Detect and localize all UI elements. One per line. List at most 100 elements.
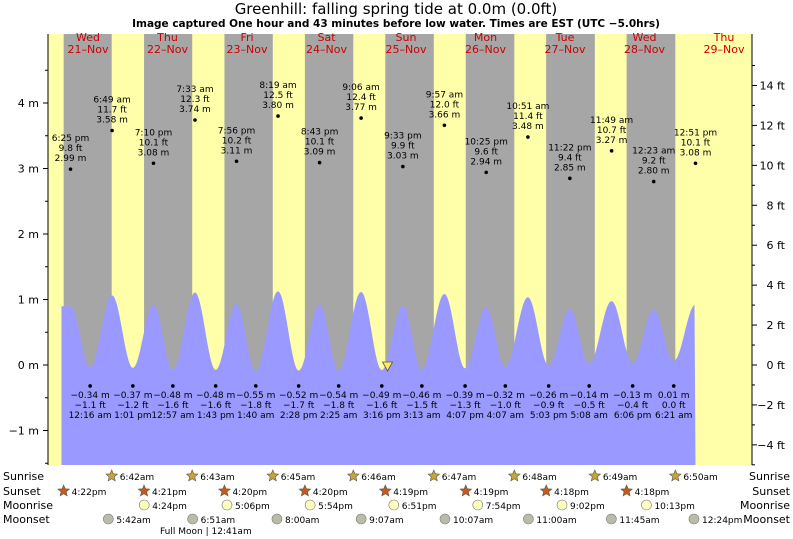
low-tide-point <box>296 384 301 388</box>
day-date: 26–Nov <box>465 43 506 56</box>
sunset-time: 4:19pm <box>474 488 509 498</box>
day-date: 24–Nov <box>306 43 347 56</box>
low-tide-m: −0.49 m <box>362 391 401 401</box>
high-tide-ft: 10.1 ft <box>681 138 711 148</box>
right-axis-tick-label: 14 ft <box>760 79 786 92</box>
sunrise-time: 6:47am <box>442 473 477 483</box>
moonrise-time: 6:51pm <box>402 502 437 512</box>
sunrise-icon <box>346 469 360 482</box>
low-tide-point <box>587 384 591 388</box>
sunrise-icon <box>427 469 441 482</box>
moonset-row-label: Moonset <box>3 513 50 526</box>
low-tide-ft: −1.7 ft <box>283 401 315 411</box>
low-tide-point <box>671 384 676 388</box>
left-axis-tick-label: −1 m <box>9 425 39 438</box>
low-tide-m: −0.55 m <box>236 391 275 401</box>
sunset-time: 4:19pm <box>393 488 428 498</box>
high-tide-m: 3.58 m <box>96 116 128 126</box>
moonset-icon <box>187 513 198 525</box>
high-tide-time: 10:51 am <box>506 102 549 112</box>
sunrise-time: 6:48am <box>522 473 557 483</box>
low-tide-m: −0.13 m <box>613 391 652 401</box>
sunrise-icon <box>668 469 682 482</box>
low-tide-point <box>336 384 341 388</box>
low-tide-point <box>88 384 92 388</box>
high-tide-ft: 10.1 ft <box>139 138 169 148</box>
high-tide-point <box>568 176 572 181</box>
moonset-row-label-right: Moonset <box>743 513 790 526</box>
day-of-week: Thu <box>156 31 178 44</box>
sunset-row-label-right: Sunset <box>752 485 790 498</box>
left-axis-tick-label: 4 m <box>18 97 39 110</box>
high-tide-point <box>234 159 239 164</box>
high-tide-m: 3.77 m <box>345 103 377 113</box>
moonset-time: 6:51am <box>201 516 236 526</box>
moonrise-time: 5:54pm <box>318 502 353 512</box>
high-tide-time: 8:19 am <box>259 81 296 91</box>
moonrise-icon <box>472 499 484 511</box>
day-date: 23–Nov <box>227 43 268 56</box>
sunset-time: 4:20pm <box>232 488 267 498</box>
high-tide-m: 3.08 m <box>138 148 170 158</box>
high-tide-ft: 10.7 ft <box>597 126 627 136</box>
high-tide-m: 2.94 m <box>470 157 502 167</box>
moonset-icon <box>606 513 617 525</box>
tide-water-area <box>61 291 696 465</box>
right-axis-tick-label: 10 ft <box>760 159 786 172</box>
left-axis-tick-label: 0 m <box>18 359 39 372</box>
low-tide-point <box>131 384 135 388</box>
sunrise-icon <box>588 469 602 482</box>
sunrise-row-label: Sunrise <box>3 470 44 483</box>
high-tide-ft: 10.2 ft <box>222 136 252 146</box>
axes: 4 m 3 m 2 m 1 m 0 m −1 m 14 ft 12 ft 10 ft 8 ft 6 … <box>9 34 786 466</box>
high-tide-ft: 11.4 ft <box>513 112 543 122</box>
moonrise-time: 10:13pm <box>654 502 694 512</box>
high-tide-ft: 9.8 ft <box>59 144 83 154</box>
low-tide-time: 3:16 pm <box>363 411 401 421</box>
high-tide-point <box>484 170 489 175</box>
moonset-icon <box>271 513 283 525</box>
sunrise-time: 6:46am <box>361 473 396 483</box>
high-tide-m: 3.11 m <box>221 146 253 156</box>
high-tide-ft: 11.7 ft <box>97 106 127 116</box>
high-tide-ft: 12.0 ft <box>430 100 460 110</box>
low-tide-m: −0.46 m <box>402 391 441 401</box>
low-tide-m: −0.14 m <box>570 391 609 401</box>
low-tide-ft: −0.5 ft <box>574 401 606 411</box>
high-tide-point <box>68 167 73 171</box>
low-tide-time: 3:13 am <box>403 411 440 421</box>
day-date: 25–Nov <box>386 43 427 56</box>
high-tide-time: 8:43 pm <box>301 128 339 138</box>
low-tide-time: 1:01 pm <box>114 411 152 421</box>
right-axis-tick-label: 8 ft <box>767 199 786 212</box>
sunrise-icon <box>266 469 280 482</box>
right-axis-tick-label: 2 ft <box>767 319 786 332</box>
moonrise-time: 7:54pm <box>486 502 521 512</box>
low-tide-ft: −1.6 ft <box>366 401 398 411</box>
day-of-week: Mon <box>474 31 497 44</box>
low-tide-time: 2:28 pm <box>280 411 318 421</box>
sunset-icon <box>298 484 312 497</box>
day-date: 29–Nov <box>704 43 745 56</box>
chart-subtitle: Image captured One hour and 43 minutes b… <box>132 18 660 30</box>
sunrise-icon <box>507 469 521 482</box>
moonrise-icon <box>221 499 233 511</box>
low-tide-m: −0.34 m <box>71 391 110 401</box>
high-tide-m: 2.99 m <box>55 154 87 164</box>
low-tide-time: 1:43 pm <box>197 411 235 421</box>
high-tide-m: 3.48 m <box>512 122 544 132</box>
moonset-time: 5:42am <box>116 516 151 526</box>
high-tide-point <box>526 135 530 139</box>
moonset-time: 9:07am <box>369 516 404 526</box>
day-date: 21–Nov <box>68 43 109 56</box>
sunset-time: 4:22pm <box>72 488 107 498</box>
high-tide-m: 2.85 m <box>554 163 586 173</box>
low-tide-point <box>546 384 551 388</box>
sunset-row-label: Sunset <box>3 485 41 498</box>
sunset-icon <box>217 484 231 497</box>
low-tide-time: 5:08 am <box>571 411 608 421</box>
sunset-icon <box>620 484 634 497</box>
day-of-week: Wed <box>633 31 657 44</box>
day-of-week: Sat <box>317 31 336 44</box>
